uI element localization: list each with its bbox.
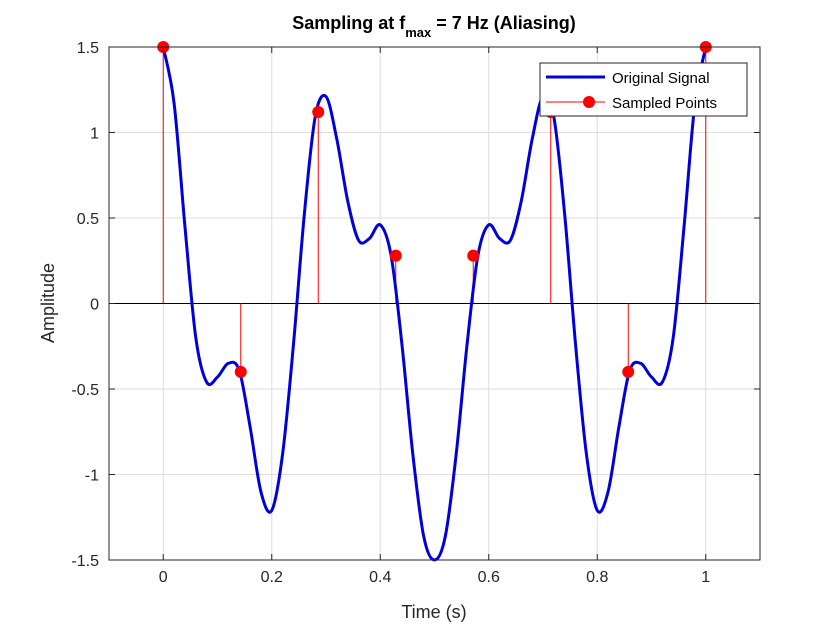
y-axis-label: Amplitude [38, 263, 58, 343]
sample-point-6 [622, 365, 635, 378]
sample-point-4 [467, 249, 480, 262]
legend-label-original-signal: Original Signal [612, 70, 710, 87]
x-tick-label-5: 1 [701, 569, 710, 586]
x-ticks: 0 0.2 0.4 0.6 0.8 1 [159, 47, 710, 586]
y-ticks: -1.5 -1 -0.5 0 0.5 1 1.5 [71, 40, 760, 570]
legend-label-sampled-points: Sampled Points [612, 95, 717, 112]
x-tick-label-0: 0 [159, 569, 168, 586]
y-tick-label-3: 0 [90, 297, 99, 314]
y-tick-label-4: 0.5 [77, 211, 99, 228]
y-tick-label-5: 1 [90, 126, 99, 143]
chart-title: Sampling at fmax = 7 Hz (Aliasing) [292, 13, 576, 40]
chart-title-rest: = 7 Hz (Aliasing) [431, 13, 576, 33]
legend-box [539, 62, 748, 117]
chart-title-main: Sampling at f [292, 13, 406, 33]
y-tick-label-0: -1.5 [71, 553, 99, 570]
x-tick-label-3: 0.6 [478, 569, 500, 586]
x-axis-label: Time (s) [401, 602, 466, 622]
sample-point-1 [234, 365, 247, 378]
sample-point-3 [389, 249, 402, 262]
legend: Original Signal Sampled Points [539, 62, 748, 117]
legend-marker-sampled-points [583, 96, 595, 108]
x-tick-label-2: 0.4 [369, 569, 391, 586]
sample-point-2 [312, 105, 325, 118]
chart-title-subscript: max [405, 25, 432, 40]
y-tick-label-2: -0.5 [71, 382, 99, 399]
y-tick-label-6: 1.5 [77, 40, 99, 57]
y-tick-label-1: -1 [85, 468, 99, 485]
x-tick-label-1: 0.2 [261, 569, 283, 586]
x-tick-label-4: 0.8 [586, 569, 608, 586]
